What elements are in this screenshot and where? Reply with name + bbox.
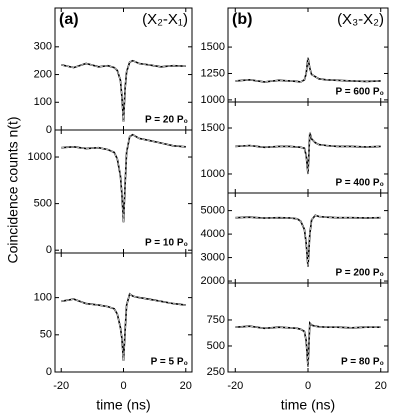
x-tick-label: 0 (305, 380, 311, 392)
transition-label: (X₃-X₂) (337, 11, 384, 28)
panel-label: (b) (232, 11, 252, 28)
y-tick-label: 0 (46, 366, 52, 378)
power-label: P = 600 P₀ (335, 87, 384, 98)
y-tick-label: 1500 (201, 122, 225, 134)
fit-line (61, 293, 186, 361)
y-tick-label: 2000 (201, 275, 225, 287)
power-label: P = 10 P₀ (145, 238, 188, 249)
data-line (235, 214, 381, 268)
y-tick-label: 750 (207, 314, 225, 326)
fit-line (61, 60, 186, 122)
x-axis-label: time (ns) (96, 397, 150, 413)
power-label: P = 200 P₀ (335, 268, 384, 279)
x-tick-label: -20 (53, 380, 69, 392)
x-axis-label: time (ns) (281, 397, 335, 413)
y-tick-label: 0 (46, 124, 52, 136)
y-tick-label: 50 (40, 329, 52, 341)
data-line (61, 133, 186, 223)
y-tick-label: 4000 (201, 228, 225, 240)
fit-line (235, 57, 381, 83)
y-axis-label: Coincidence counts n(t) (5, 116, 21, 263)
x-tick-label: 20 (180, 380, 192, 392)
y-tick-label: 100 (34, 292, 52, 304)
data-line (61, 292, 186, 361)
power-label: P = 400 P₀ (335, 178, 384, 189)
x-tick-label: -20 (227, 380, 243, 392)
power-label: P = 80 P₀ (341, 357, 384, 368)
y-tick-label: 1500 (201, 41, 225, 53)
y-tick-label: 300 (34, 41, 52, 53)
y-tick-label: 3000 (201, 251, 225, 263)
y-tick-label: 500 (207, 340, 225, 352)
fit-line (61, 134, 186, 223)
y-tick-label: 5000 (201, 205, 225, 217)
y-tick-label: 200 (34, 68, 52, 80)
fit-line (235, 322, 381, 367)
data-line (235, 57, 381, 83)
y-tick-label: 1000 (201, 94, 225, 106)
panel-label: (a) (59, 11, 79, 28)
y-tick-label: 250 (207, 366, 225, 378)
y-tick-label: 1000 (28, 151, 52, 163)
power-label: P = 5 P₀ (151, 357, 188, 368)
y-tick-label: 1250 (201, 67, 225, 79)
plot-frame (54, 129, 193, 254)
transition-label: (X₂-X₁) (142, 11, 188, 28)
y-tick-label: 0 (46, 244, 52, 256)
x-tick-label: 20 (375, 380, 387, 392)
data-line (61, 59, 186, 122)
y-tick-label: 500 (34, 198, 52, 210)
y-tick-label: 100 (34, 96, 52, 108)
fit-line (235, 132, 381, 175)
x-tick-label: 0 (120, 380, 126, 392)
y-tick-label: 1000 (201, 168, 225, 180)
power-label: P = 20 P₀ (145, 115, 188, 126)
